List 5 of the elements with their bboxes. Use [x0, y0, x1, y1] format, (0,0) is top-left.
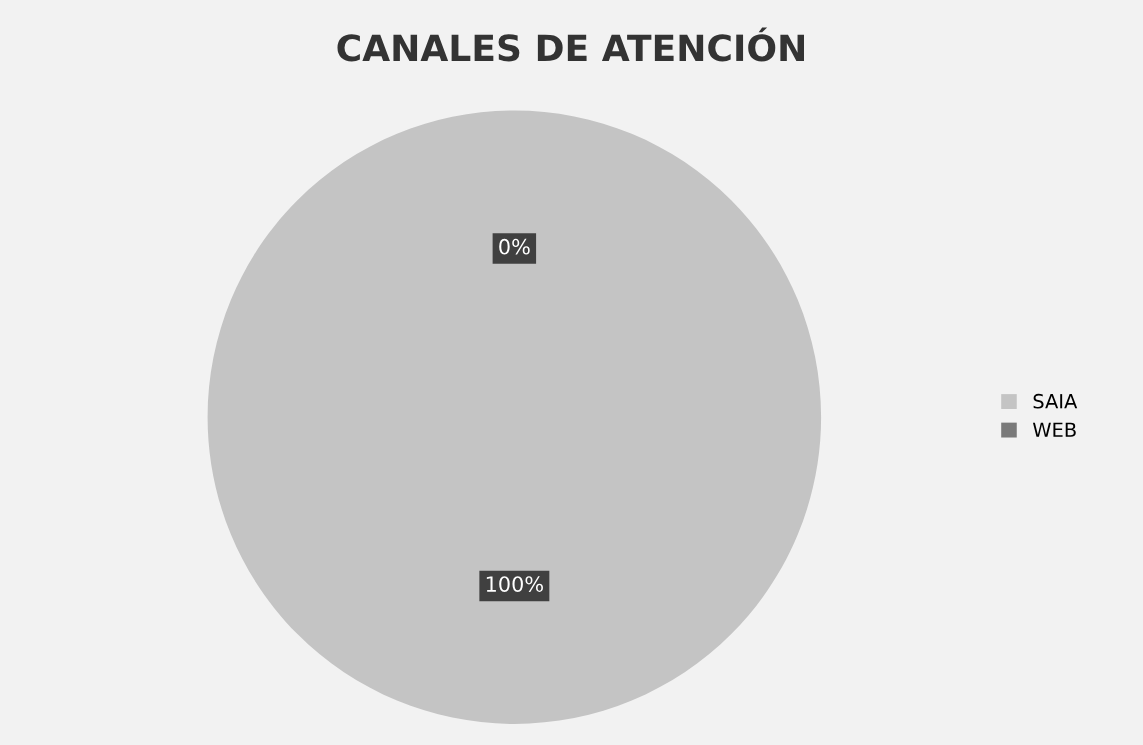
- chart-title: CANALES DE ATENCIÓN: [337, 27, 804, 62]
- data-label: 100%: [486, 576, 543, 592]
- text: 0%: [499, 238, 530, 255]
- legend-label: WEB: [1032, 422, 1076, 437]
- legend-label: SAIA: [1033, 393, 1078, 409]
